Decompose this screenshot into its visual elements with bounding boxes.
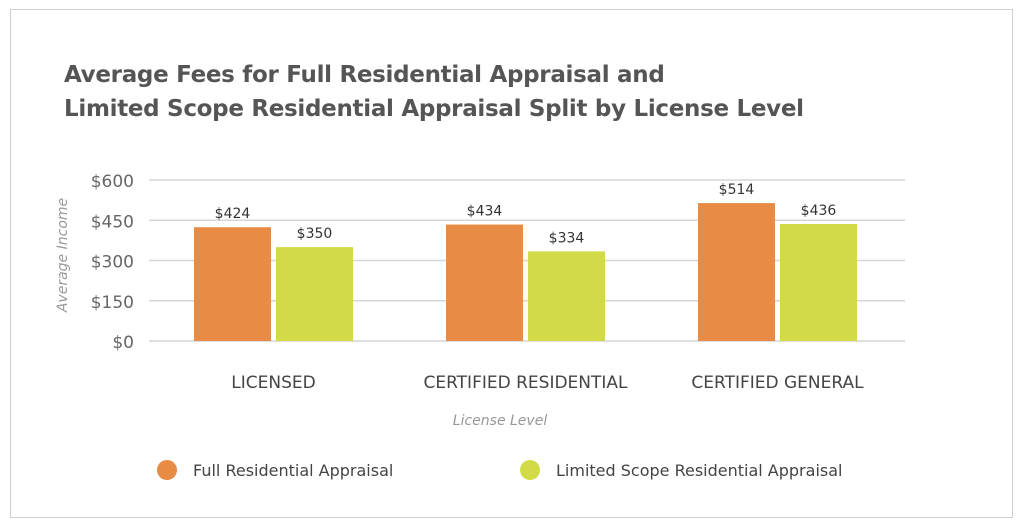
bar — [528, 251, 605, 341]
bar — [276, 247, 353, 341]
data-label: $436 — [801, 203, 837, 219]
x-tick-label: CERTIFIED RESIDENTIAL — [423, 373, 628, 393]
legend-label: Full Residential Appraisal — [193, 461, 393, 480]
x-tick-label: CERTIFIED GENERAL — [691, 373, 864, 393]
x-tick-label: LICENSED — [231, 373, 315, 393]
y-tick-label: $150 — [91, 293, 134, 313]
legend-marker — [157, 460, 177, 480]
data-label: $514 — [719, 182, 755, 198]
bar — [780, 224, 857, 341]
chart-title-line-1: Average Fees for Full Residential Apprai… — [64, 62, 665, 88]
data-label: $334 — [549, 230, 585, 246]
data-label: $434 — [467, 204, 503, 220]
y-tick-label: $450 — [91, 212, 134, 232]
bar — [698, 203, 775, 341]
y-tick-label: $600 — [91, 172, 134, 192]
chart-title: Average Fees for Full Residential Apprai… — [64, 58, 804, 126]
y-tick-label: $0 — [112, 333, 134, 353]
y-axis-label: Average Income — [55, 198, 71, 313]
chart-frame — [10, 9, 1013, 518]
data-label: $424 — [215, 206, 251, 222]
x-axis-label: License Level — [453, 413, 548, 429]
legend-label: Limited Scope Residential Appraisal — [556, 461, 842, 480]
bar — [194, 227, 271, 341]
chart-title-line-2: Limited Scope Residential Appraisal Spli… — [64, 96, 804, 122]
data-label: $350 — [297, 226, 333, 242]
legend-marker — [520, 460, 540, 480]
y-tick-label: $300 — [91, 253, 134, 273]
bar — [446, 224, 523, 341]
